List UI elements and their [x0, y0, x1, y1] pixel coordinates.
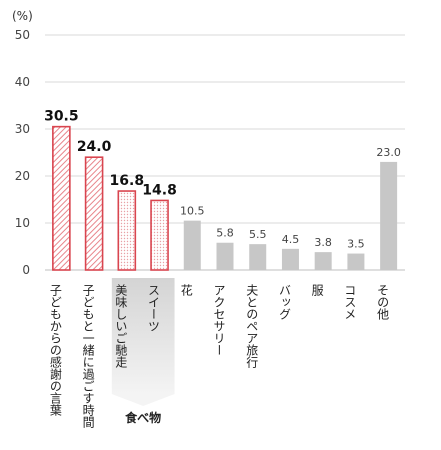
bar-10	[347, 253, 365, 270]
value-label: 24.0	[77, 139, 112, 155]
value-label: 5.8	[216, 227, 234, 240]
bar-11	[380, 161, 398, 270]
value-label: 14.8	[142, 182, 177, 198]
food-group-label: 食べ物	[124, 410, 161, 425]
bar-6	[216, 242, 234, 270]
unit-label: (%)	[12, 9, 33, 23]
value-label: 3.8	[314, 236, 332, 249]
y-tick-label: 10	[15, 216, 30, 230]
category-label: その他	[376, 284, 390, 320]
value-label: 16.8	[110, 173, 145, 189]
bar-1	[52, 125, 71, 271]
bar-8	[281, 248, 299, 270]
food-group-arrow	[111, 394, 175, 406]
category-label: 夫とのペア旅行	[245, 284, 259, 368]
bar-2	[84, 156, 104, 271]
value-label: 3.5	[347, 238, 365, 251]
y-tick-label: 0	[22, 263, 30, 277]
category-label: 子どもと一緒に過ごす時間	[81, 284, 95, 428]
value-label: 5.5	[249, 228, 267, 241]
y-tick-label: 30	[15, 122, 30, 136]
category-label: 花	[179, 283, 193, 297]
value-label: 23.0	[376, 146, 401, 159]
category-label: スイーツ	[147, 284, 161, 332]
y-tick-label: 50	[15, 28, 30, 42]
category-label: アクセサリー	[212, 284, 226, 356]
bar-9	[314, 252, 332, 270]
value-label: 10.5	[180, 205, 205, 218]
bar-3	[117, 190, 137, 271]
food-group-box	[111, 278, 175, 394]
value-label: 30.5	[44, 109, 79, 125]
value-label: 4.5	[282, 233, 300, 246]
bar-4	[150, 199, 169, 271]
category-label: バッグ	[277, 284, 291, 320]
category-label: コスメ	[343, 284, 357, 320]
bar-7	[249, 244, 267, 270]
category-label: 子どもからの感謝の言葉	[48, 284, 62, 416]
y-tick-label: 40	[15, 75, 30, 89]
category-label: 美味しいご馳走	[114, 284, 128, 369]
y-tick-label: 20	[15, 169, 30, 183]
category-label: 服	[310, 284, 324, 297]
bar-5	[183, 220, 201, 270]
